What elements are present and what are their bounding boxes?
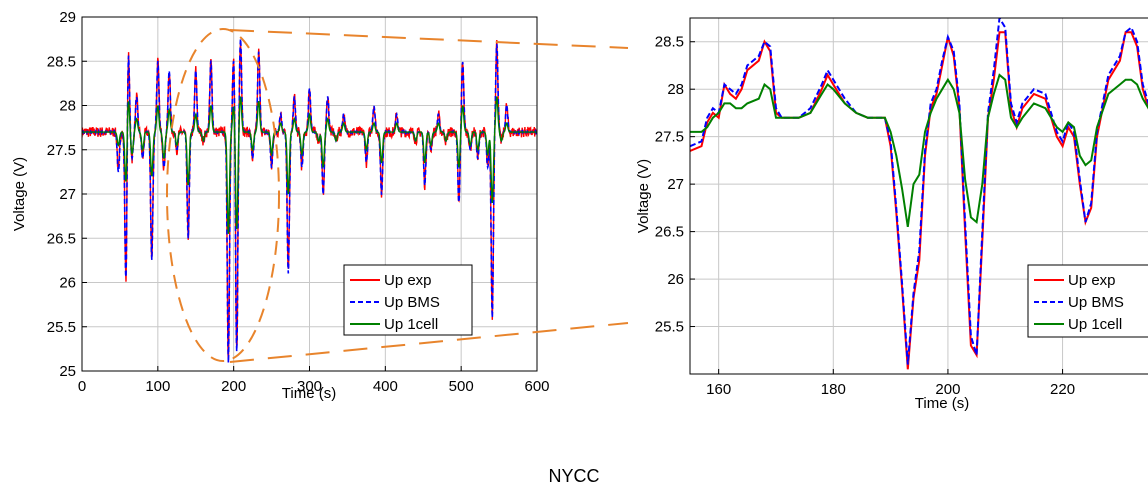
x-tick-label: 220 — [1050, 381, 1075, 398]
zoom-connector-top — [229, 29, 629, 49]
series-layer-full-cycle — [82, 38, 537, 363]
legend-full-cycle: Up exp Up BMS Up 1cell — [343, 264, 473, 336]
legend-label: Up BMS — [384, 294, 440, 311]
x-tick-label: 0 — [78, 378, 86, 395]
y-tick-label: 27 — [59, 186, 76, 203]
x-tick-label: 300 — [297, 378, 322, 395]
ticks-zoomed: 160 180 200 220 25.5 26 26.5 27 27.5 28 28.5 — [655, 34, 1075, 398]
chart-full-cycle: 0 100 200 300 400 500 600 25 25.5 26 26.5 27 27.5 28 2… — [11, 9, 550, 402]
y-tick-label: 28 — [667, 81, 684, 98]
y-tick-label: 26 — [667, 271, 684, 288]
x-tick-label: 500 — [449, 378, 474, 395]
legend-zoomed: Up exp Up BMS Up 1cell — [1027, 264, 1148, 338]
y-tick-label: 26.5 — [655, 224, 684, 241]
y-axis-label-full-cycle: Voltage (V) — [11, 157, 28, 231]
y-tick-label: 26 — [59, 275, 76, 292]
legend-label: Up BMS — [1068, 294, 1124, 311]
y-tick-label: 28.5 — [655, 34, 684, 51]
x-tick-label: 600 — [524, 378, 549, 395]
x-tick-label: 200 — [935, 381, 960, 398]
zoom-connector-bottom — [229, 322, 629, 363]
legend-label: Up 1cell — [384, 316, 438, 333]
y-tick-label: 28 — [59, 98, 76, 115]
series-line-up-1cell — [82, 96, 537, 234]
y-tick-label: 25 — [59, 363, 76, 380]
y-tick-label: 27.5 — [47, 142, 76, 159]
series-layer-zoomed — [690, 18, 1148, 370]
y-tick-label: 26.5 — [47, 230, 76, 247]
y-tick-label: 25.5 — [655, 319, 684, 336]
legend-label: Up exp — [384, 272, 432, 289]
series-line-up-exp — [690, 31, 1148, 370]
zoom-region-ellipse — [166, 28, 280, 362]
x-tick-label: 400 — [373, 378, 398, 395]
ticks-full-cycle: 0 100 200 300 400 500 600 25 25.5 26 26.5 27 27.5 28 2… — [47, 9, 550, 395]
y-tick-label: 28.5 — [47, 53, 76, 70]
x-tick-label: 160 — [706, 381, 731, 398]
figure-caption: NYCC — [548, 466, 600, 486]
legend-label: Up exp — [1068, 272, 1116, 289]
y-axis-label-zoomed: Voltage (V) — [635, 159, 652, 233]
plot-frame-zoomed — [689, 17, 1148, 375]
series-line-up-bms — [690, 18, 1148, 365]
chart-zoomed: 160 180 200 220 25.5 26 26.5 27 27.5 28 28.5 Time … — [635, 17, 1148, 412]
y-tick-label: 27.5 — [655, 129, 684, 146]
y-tick-label: 25.5 — [47, 319, 76, 336]
x-axis-label-zoomed: Time (s) — [915, 395, 969, 412]
x-tick-label: 100 — [145, 378, 170, 395]
legend-label: Up 1cell — [1068, 316, 1122, 333]
x-tick-label: 180 — [821, 381, 846, 398]
y-tick-label: 27 — [667, 176, 684, 193]
y-tick-label: 29 — [59, 9, 76, 26]
series-line-up-1cell — [690, 73, 1148, 228]
x-axis-label-full-cycle: Time (s) — [282, 385, 336, 402]
x-tick-label: 200 — [221, 378, 246, 395]
series-line-up-bms — [82, 38, 537, 363]
